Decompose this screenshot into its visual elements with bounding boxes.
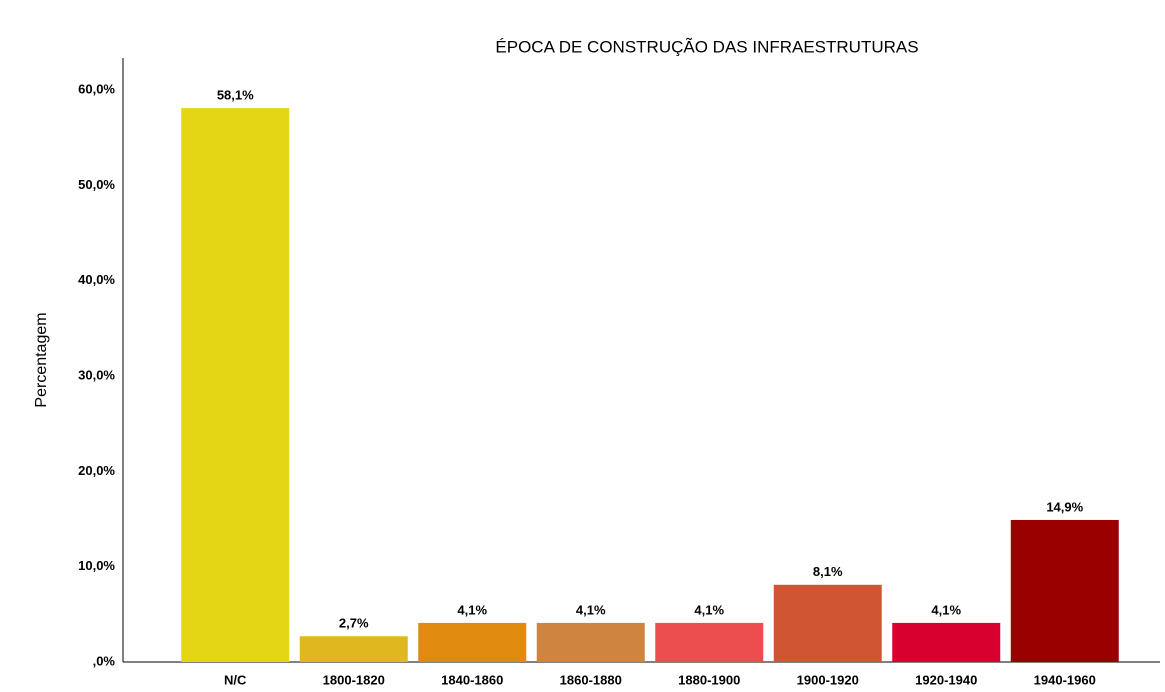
y-tick-label: 50,0% xyxy=(78,177,115,192)
chart-title: ÉPOCA DE CONSTRUÇÃO DAS INFRAESTRUTURAS xyxy=(495,37,918,56)
y-tick-label: 30,0% xyxy=(78,367,115,382)
value-label: 4,1% xyxy=(694,602,724,617)
bar xyxy=(418,622,527,662)
x-tick-label: 1900-1920 xyxy=(797,672,859,687)
y-tick-label: ,0% xyxy=(93,653,116,668)
y-tick-label: 20,0% xyxy=(78,463,115,478)
value-label: 58,1% xyxy=(217,88,254,103)
bar xyxy=(536,622,645,662)
bar xyxy=(892,622,1001,662)
x-tick-label: 1840-1860 xyxy=(441,672,503,687)
x-tick-label: 1940-1960 xyxy=(1034,672,1096,687)
bar xyxy=(181,108,290,662)
value-label: 4,1% xyxy=(457,602,487,617)
bar xyxy=(1010,519,1119,662)
x-tick-label: 1860-1880 xyxy=(560,672,622,687)
value-label: 2,7% xyxy=(339,616,369,631)
value-label: 14,9% xyxy=(1046,499,1083,514)
x-tick-label: 1920-1940 xyxy=(915,672,977,687)
y-tick-label: 40,0% xyxy=(78,272,115,287)
x-tick-label: 1880-1900 xyxy=(678,672,740,687)
value-label: 4,1% xyxy=(576,602,606,617)
x-tick-label: 1800-1820 xyxy=(323,672,385,687)
bar xyxy=(655,622,764,662)
y-tick-label: 60,0% xyxy=(78,81,115,96)
x-tick-label: N/C xyxy=(224,672,247,687)
y-tick-label: 10,0% xyxy=(78,558,115,573)
bar xyxy=(773,584,882,662)
value-label: 4,1% xyxy=(931,602,961,617)
bar xyxy=(299,636,408,662)
y-axis-label: Percentagem xyxy=(33,312,50,407)
value-label: 8,1% xyxy=(813,564,843,579)
